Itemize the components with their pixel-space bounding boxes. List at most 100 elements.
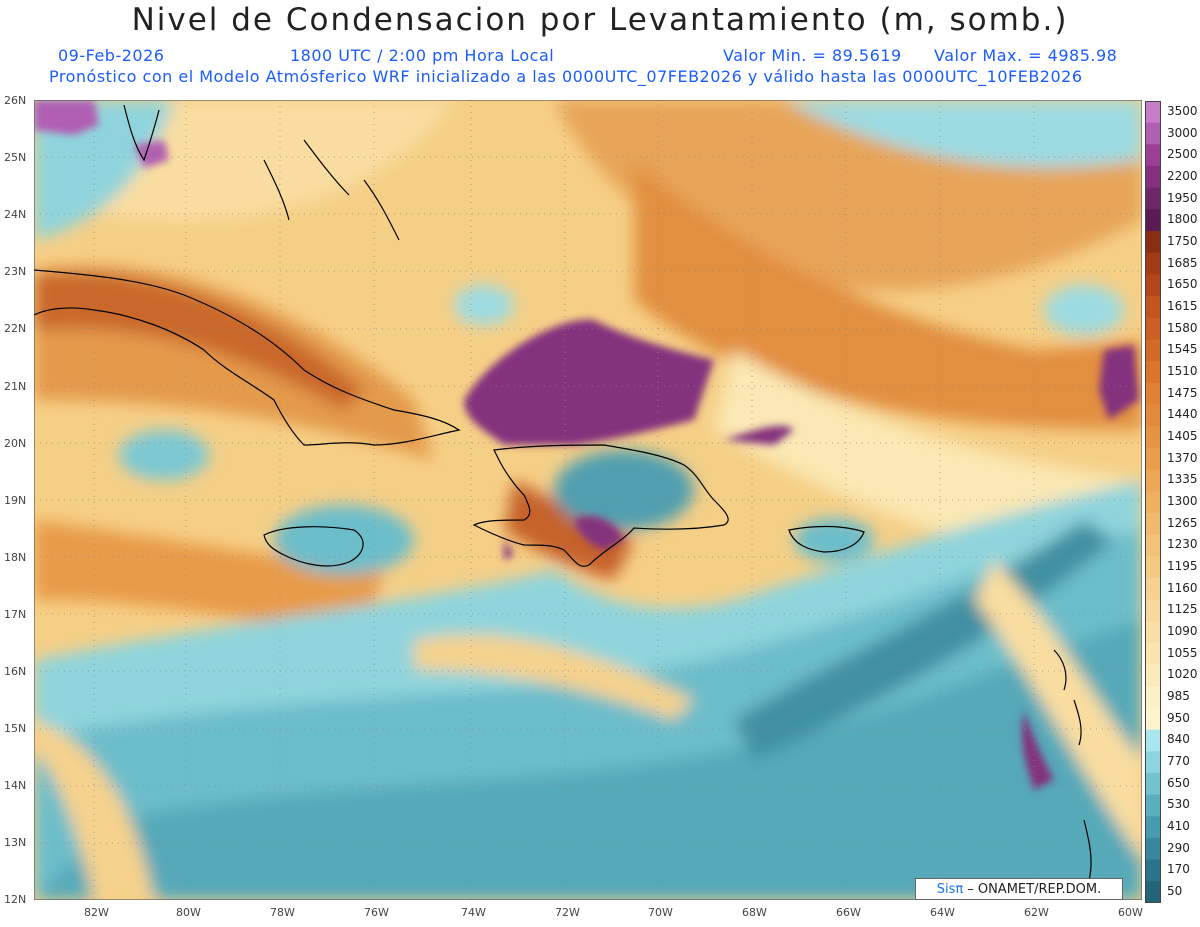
colorbar-label: 3500 xyxy=(1167,103,1198,118)
map-title: Nivel de Condensacion por Levantamiento … xyxy=(131,2,1069,38)
colorbar-swatch xyxy=(1145,101,1161,124)
colorbar-swatch xyxy=(1145,382,1161,405)
colorbar-label: 530 xyxy=(1167,797,1190,812)
forecast-date: 09-Feb-2026 xyxy=(58,46,165,65)
colorbar-label: 1300 xyxy=(1167,494,1198,508)
colorbar-label: 1335 xyxy=(1167,472,1198,487)
lon-label: 64W xyxy=(930,906,955,919)
coastlines xyxy=(34,104,1092,881)
colorbar-label: 650 xyxy=(1167,775,1190,790)
colorbar-swatch xyxy=(1145,404,1161,427)
colorbar-swatch xyxy=(1145,859,1161,882)
lon-label: 80W xyxy=(176,906,201,919)
colorbar-label: 1615 xyxy=(1167,298,1198,313)
bahamas-coast xyxy=(263,139,400,241)
colorbar-swatch xyxy=(1145,686,1161,709)
colorbar-label: 1580 xyxy=(1167,320,1198,335)
colorbar-swatch xyxy=(1145,794,1161,817)
colorbar-label: 1545 xyxy=(1167,342,1198,357)
lon-label: 82W xyxy=(84,906,109,919)
lon-label: 62W xyxy=(1024,906,1049,919)
colorbar-swatch xyxy=(1145,209,1161,232)
colorbar-label: 290 xyxy=(1167,840,1190,855)
colorbar-swatch xyxy=(1145,534,1161,557)
cuba-coast xyxy=(34,269,461,446)
colorbar-swatch xyxy=(1145,707,1161,731)
colorbar-swatch xyxy=(1145,881,1161,903)
colorbar-swatch xyxy=(1145,599,1161,622)
min-value: Valor Min. = 89.5619 xyxy=(723,46,902,65)
colorbar-swatch xyxy=(1145,274,1161,297)
colorbar-label: 170 xyxy=(1167,862,1190,877)
lon-label: 68W xyxy=(742,906,767,919)
lat-label: 19N xyxy=(4,493,27,507)
high-lcl-areas xyxy=(34,100,1139,790)
lcl-field xyxy=(34,100,1142,900)
colorbar-label: 840 xyxy=(1167,732,1190,747)
colorbar-swatch xyxy=(1145,447,1161,470)
colorbar-swatch xyxy=(1145,621,1161,644)
colorbar-swatch xyxy=(1145,361,1161,384)
colorbar-label: 1750 xyxy=(1167,233,1198,248)
lon-label: 74W xyxy=(461,906,486,919)
colorbar-label: 2200 xyxy=(1167,168,1198,183)
colorbar-swatch xyxy=(1145,122,1161,145)
lat-label: 15N xyxy=(4,722,27,736)
colorbar-label: 950 xyxy=(1167,710,1190,725)
colorbar-label: 1230 xyxy=(1167,537,1198,552)
colorbar-swatch xyxy=(1145,751,1161,774)
lon-label: 60W xyxy=(1118,906,1143,919)
puerto-rico-coast xyxy=(788,525,865,553)
colorbar-label: 1650 xyxy=(1167,277,1198,292)
lon-label: 76W xyxy=(364,906,389,919)
colorbar-label: 1195 xyxy=(1167,559,1198,574)
colorbar-swatch xyxy=(1145,469,1161,492)
colorbar-label: 1265 xyxy=(1167,515,1198,530)
colorbar-swatch xyxy=(1145,166,1161,189)
florida-coast xyxy=(123,104,160,162)
colorbar-label: 1685 xyxy=(1167,255,1198,270)
lat-label: 25N xyxy=(4,151,27,165)
colorbar-label: 1055 xyxy=(1167,645,1198,660)
lat-label: 16N xyxy=(4,665,27,678)
colorbar-swatch xyxy=(1145,556,1161,579)
colorbar-label: 3000 xyxy=(1167,125,1198,140)
lon-label: 72W xyxy=(555,906,580,919)
colorbar-swatch xyxy=(1145,816,1161,839)
colorbar-swatch xyxy=(1145,491,1161,514)
colorbar-swatch xyxy=(1145,577,1161,601)
colorbar-swatch xyxy=(1145,512,1161,536)
colorbar-swatch xyxy=(1145,772,1161,796)
colorbar-swatch xyxy=(1145,187,1161,210)
forecast-time: 1800 UTC / 2:00 pm Hora Local xyxy=(290,46,555,65)
colorbar-label: 985 xyxy=(1167,689,1190,704)
lat-label: 21N xyxy=(4,379,27,393)
lat-label: 12N xyxy=(4,893,27,907)
lon-label: 66W xyxy=(836,906,861,919)
colorbar-label: 1090 xyxy=(1167,624,1198,639)
colorbar-label: 1125 xyxy=(1167,602,1198,617)
jamaica-coast xyxy=(263,526,364,567)
lcl-map xyxy=(34,100,1142,900)
lesser-antilles-coast xyxy=(1053,649,1092,881)
colorbar-label: 1160 xyxy=(1167,580,1198,595)
sispi-logo: Sisπ xyxy=(936,881,964,897)
colorbar-label: 1370 xyxy=(1167,450,1198,465)
lat-label: 20N xyxy=(4,436,27,450)
colorbar-swatch xyxy=(1145,144,1161,167)
lat-label: 13N xyxy=(4,836,27,850)
lat-label: 23N xyxy=(4,265,27,279)
lat-label: 14N xyxy=(4,779,27,793)
colorbar xyxy=(1145,101,1161,903)
lon-label: 70W xyxy=(648,906,673,919)
colorbar-swatch xyxy=(1145,231,1161,254)
colorbar-swatch xyxy=(1145,729,1161,752)
colorbar-label: 1800 xyxy=(1167,212,1198,227)
colorbar-label: 1510 xyxy=(1167,363,1198,378)
credit-text: – ONAMET/REP.DOM. xyxy=(967,881,1102,897)
model-info: Pronóstico con el Modelo Atmósferico WRF… xyxy=(49,67,1083,86)
lat-label: 24N xyxy=(4,208,27,222)
max-value: Valor Max. = 4985.98 xyxy=(934,46,1118,65)
colorbar-swatch xyxy=(1145,642,1161,666)
colorbar-swatch xyxy=(1145,296,1161,319)
